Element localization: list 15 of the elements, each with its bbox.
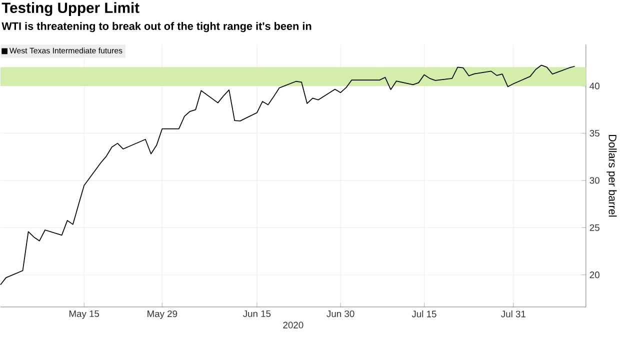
x-tick-label: May 15: [69, 310, 100, 319]
y-tick-label: 20: [590, 272, 600, 278]
y-tick-label: 35: [590, 130, 600, 137]
x-tick-label: Jun 30: [326, 310, 354, 318]
y-tick-label: 30: [590, 177, 600, 184]
x-tick-label: Jun 15: [243, 310, 271, 318]
x-tick-label: May 29: [148, 310, 178, 320]
chart-title: Testing Upper Limit: [2, 2, 140, 16]
x-tick-label: Jul 31: [501, 310, 526, 318]
y-tick-label: 40: [590, 82, 600, 90]
y-axis-title: Dollars per barrel: [606, 135, 617, 217]
chart-subtitle: WTI is threatening to break out of the tight range it's been in: [2, 22, 312, 32]
x-axis-title: 2020: [283, 322, 304, 329]
x-tick-label: Jul 15: [412, 310, 436, 318]
y-tick-label: 25: [590, 224, 600, 232]
